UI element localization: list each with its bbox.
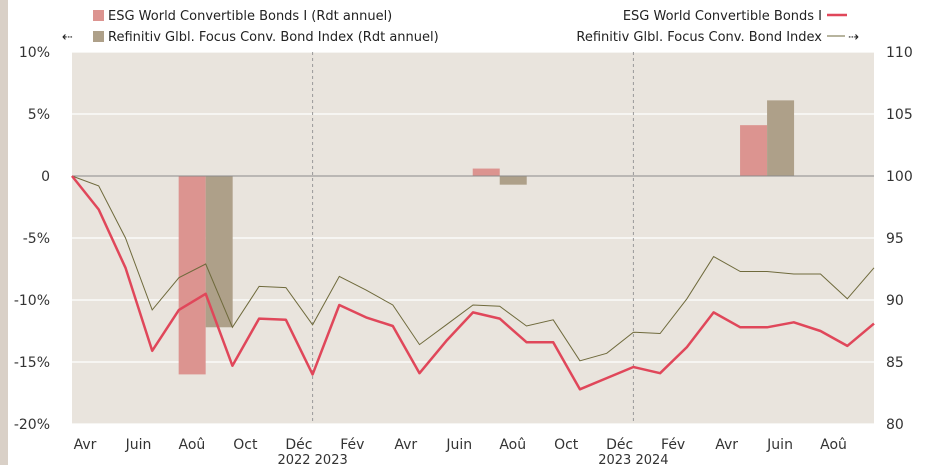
bar-fund-2024 [740,125,768,176]
bar-index-2022 [205,176,233,328]
x-axis-year-labels: 2022 2023 2023 2024 [277,453,668,465]
x-tick-label: Avr [74,437,97,453]
legend-fund-bar-label: ESG World Convertible Bonds I (Rdt annue… [108,9,392,24]
x-tick-label: Avr [715,437,738,453]
x-tick-label: Fév [340,437,364,453]
x-tick-label: Aoû [820,437,847,453]
x-axis-ticks: Avr Juin Aoû Oct Déc Fév Avr Juin Aoû Oct Déc Fév Av… [74,437,847,453]
x-year-label: 2022 2023 [277,453,347,465]
performance-lines [71,175,875,391]
line-index [71,175,875,362]
right-axis-ticks: 110 105 100 95 90 85 80 [886,45,913,433]
legend-index-bar-label: Refinitiv Glbl. Focus Conv. Bond Index (… [108,30,439,45]
legend-right-axis-arrow: ⇢ [848,30,859,45]
x-tick-label: Oct [554,437,579,453]
right-tick-label: 100 [886,169,913,185]
left-tick-label: 10% [19,45,50,61]
x-tick-label: Aoû [499,437,526,453]
x-tick-label: Juin [766,437,793,453]
x-tick-label: Aoû [179,437,206,453]
bar-index-2023 [499,176,527,185]
right-tick-label: 95 [886,231,904,247]
left-tick-label: -20% [14,417,50,433]
left-edge-stripe [0,0,8,465]
left-axis-ticks: 10% 5% 0 -5% -10% -15% -20% [14,45,50,433]
left-tick-label: 0 [41,169,50,185]
left-tick-label: 5% [28,107,50,123]
legend-left-axis-arrow: ⇠ [62,30,73,45]
right-tick-label: 85 [886,355,904,371]
legend-index-bar-swatch [93,31,104,42]
bar-fund-2023 [472,168,500,176]
legend-index-line-label: Refinitiv Glbl. Focus Conv. Bond Index [576,30,822,45]
right-tick-label: 90 [886,293,904,309]
legend-fund-line-label: ESG World Convertible Bonds I [623,9,822,24]
line-fund [71,175,875,391]
right-tick-label: 80 [886,417,904,433]
left-tick-label: -10% [14,293,50,309]
annual-return-bars [178,100,795,375]
legend: ESG World Convertible Bonds I (Rdt annue… [62,9,859,45]
x-tick-label: Juin [445,437,472,453]
right-tick-label: 110 [886,45,913,61]
x-year-label: 2023 2024 [598,453,668,465]
bar-index-2024 [767,100,795,176]
legend-fund-bar-swatch [93,10,104,21]
x-tick-label: Oct [233,437,258,453]
x-tick-label: Avr [394,437,417,453]
x-tick-label: Déc [606,437,633,453]
x-tick-label: Déc [285,437,312,453]
year-dividers [312,52,634,424]
x-tick-label: Fév [661,437,685,453]
x-tick-label: Juin [125,437,152,453]
left-tick-label: -15% [14,355,50,371]
right-tick-label: 105 [886,107,913,123]
left-tick-label: -5% [23,231,50,247]
